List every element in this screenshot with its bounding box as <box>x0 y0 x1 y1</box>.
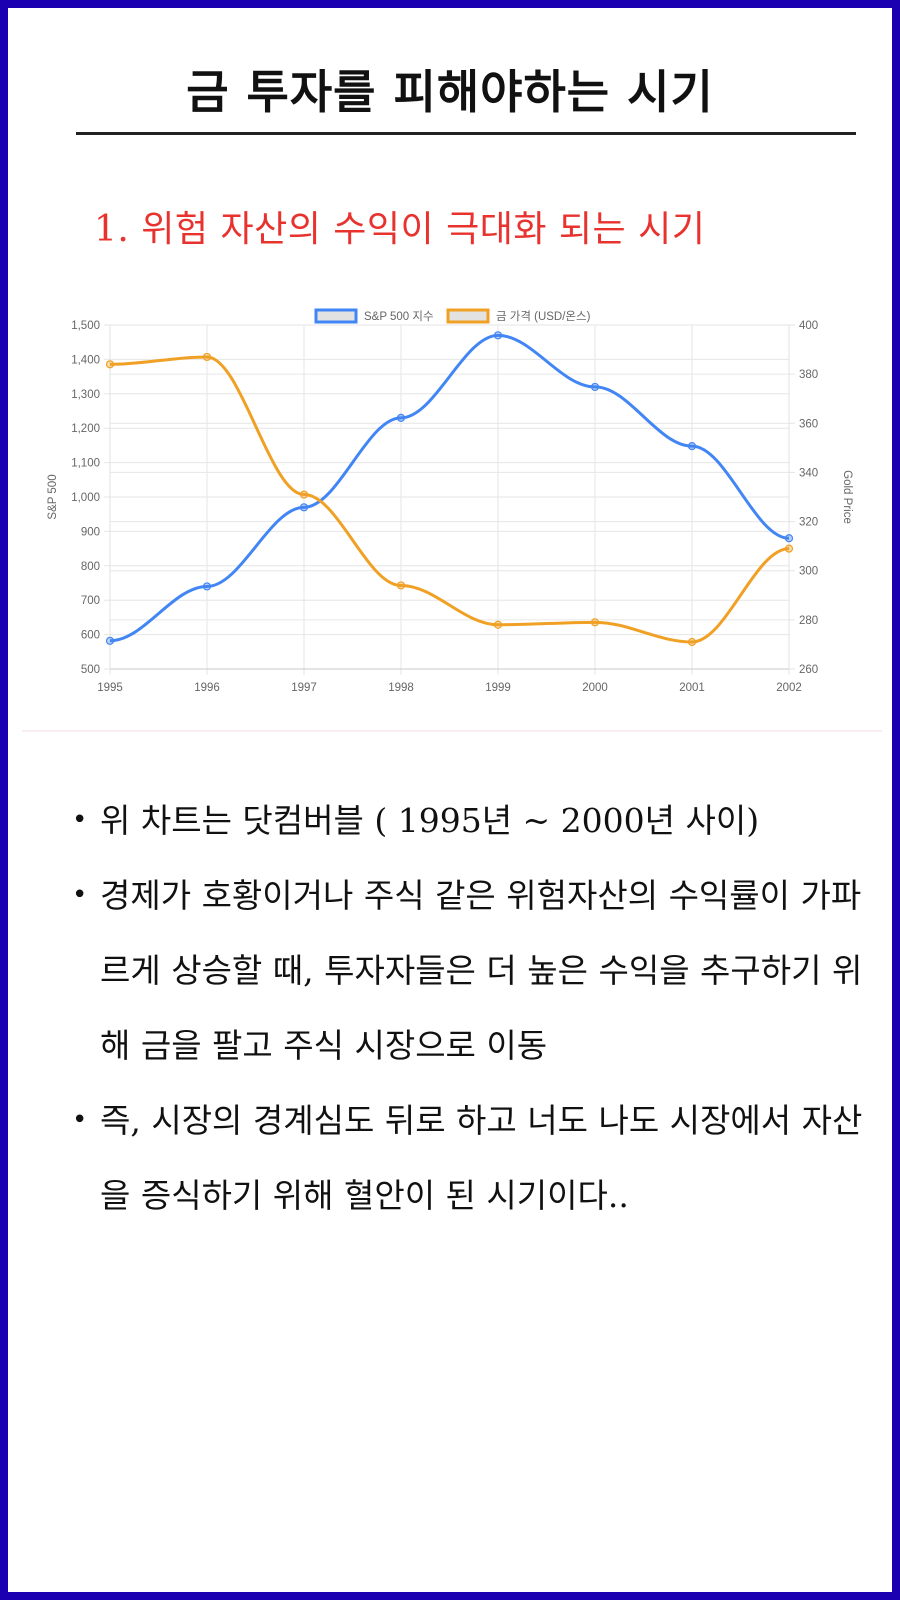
data-point[interactable] <box>687 441 697 451</box>
y-tick-label: 1,100 <box>71 458 100 470</box>
y2-tick-label: 380 <box>799 369 818 381</box>
bullet-item: • 위 차트는 닷컴버블 ( 1995년 ~ 2000년 사이) <box>70 783 870 858</box>
y2-tick-label: 320 <box>799 517 818 529</box>
bullet-list: • 위 차트는 닷컴버블 ( 1995년 ~ 2000년 사이) • 경제가 호… <box>70 783 870 1233</box>
y-tick-label: 700 <box>81 595 100 607</box>
data-point[interactable] <box>299 503 309 512</box>
legend-label[interactable]: 금 가격 (USD/온스) <box>496 309 591 323</box>
data-point[interactable] <box>493 620 503 629</box>
x-tick-label: 1996 <box>194 682 220 694</box>
data-point[interactable] <box>590 618 600 627</box>
y-tick-label: 500 <box>81 664 100 676</box>
data-point[interactable] <box>202 352 212 362</box>
bullet-text: 즉, 시장의 경계심도 뒤로 하고 너도 나도 시장에서 자산을 증식하기 위해… <box>100 1101 863 1215</box>
y-tick-label: 1,400 <box>71 354 100 366</box>
y2-tick-label: 360 <box>799 418 818 430</box>
bullet-text: 경제가 호황이거나 주식 같은 위험자산의 수익률이 가파르게 상승할 때, 투… <box>100 876 863 1065</box>
data-point[interactable] <box>299 490 309 499</box>
legend-swatch-gold-icon[interactable] <box>446 308 490 324</box>
data-point[interactable] <box>105 360 115 369</box>
series-line-sp500 <box>109 333 790 643</box>
y-tick-label: 1,000 <box>71 492 100 504</box>
y2-tick-label: 300 <box>799 566 818 578</box>
bullet-icon: • <box>72 805 88 835</box>
data-point[interactable] <box>590 382 600 392</box>
x-tick-label: 1997 <box>291 682 317 694</box>
y-tick-label: 1,200 <box>71 423 100 435</box>
data-point[interactable] <box>396 581 406 590</box>
y2-tick-label: 340 <box>799 467 818 479</box>
bullet-text: 위 차트는 닷컴버블 ( 1995년 ~ 2000년 사이) <box>100 801 760 840</box>
x-tick-label: 2000 <box>582 682 608 694</box>
page: 금 투자를 피해야하는 시기 1. 위험 자산의 수익이 극대화 되는 시기 5… <box>8 8 892 1592</box>
y2-tick-label: 280 <box>799 615 818 627</box>
legend-label[interactable]: S&P 500 지수 <box>364 310 434 323</box>
x-tick-label: 1999 <box>485 682 511 694</box>
bullet-item: • 경제가 호황이거나 주식 같은 위험자산의 수익률이 가파르게 상승할 때,… <box>70 858 870 1083</box>
x-tick-label: 2002 <box>776 682 802 694</box>
legend-swatch-sp500-icon[interactable] <box>314 308 358 324</box>
y2-tick-label: 260 <box>799 664 818 676</box>
bullet-icon: • <box>72 1105 88 1135</box>
data-point[interactable] <box>202 582 212 591</box>
chart-divider <box>22 730 882 732</box>
x-tick-label: 1995 <box>97 682 123 694</box>
data-point[interactable] <box>784 534 794 543</box>
line-chart: 500 600 700 800 900 1,000 1,100 1,200 1,300 1,400… <box>22 298 882 728</box>
y-axis-title: S&P 500 <box>47 474 59 519</box>
data-point[interactable] <box>493 331 503 340</box>
data-point[interactable] <box>687 637 697 647</box>
bullet-icon: • <box>72 880 88 910</box>
series-line-gold <box>109 355 790 644</box>
x-tick-label: 1998 <box>388 682 414 694</box>
y-tick-label: 900 <box>81 526 100 538</box>
page-title: 금 투자를 피해야하는 시기 <box>186 65 714 119</box>
y-tick-label: 1,300 <box>71 389 100 401</box>
data-point[interactable] <box>396 413 406 422</box>
data-point[interactable] <box>784 544 794 553</box>
y2-axis-title: Gold Price <box>841 470 853 524</box>
y-tick-label: 800 <box>81 561 100 573</box>
title-divider <box>76 132 856 135</box>
section-subtitle: 1. 위험 자산의 수익이 극대화 되는 시기 <box>94 209 706 250</box>
bullet-item: • 즉, 시장의 경계심도 뒤로 하고 너도 나도 시장에서 자산을 증식하기 … <box>70 1083 870 1233</box>
y-tick-label: 600 <box>81 630 100 642</box>
y2-tick-label: 400 <box>799 320 818 332</box>
x-tick-label: 2001 <box>679 682 705 694</box>
data-point[interactable] <box>105 636 115 645</box>
y-tick-label: 1,500 <box>71 320 100 332</box>
